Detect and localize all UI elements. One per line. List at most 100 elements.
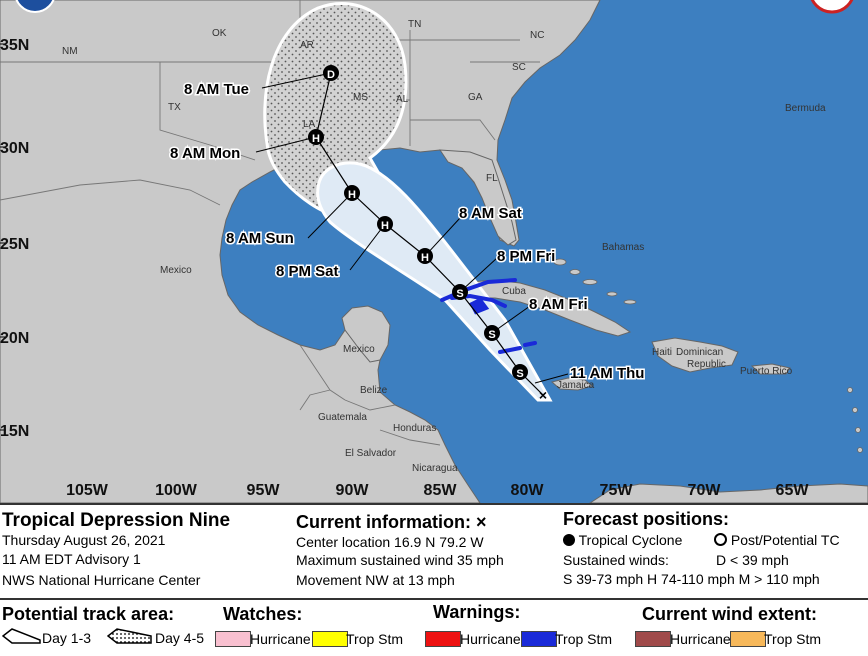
forecast-symbol: D <box>327 69 335 81</box>
legend-post-potential: Post/Potential TC <box>714 532 840 548</box>
forecast-point-8am-fri: S 8 AM Fri <box>484 295 589 341</box>
day-1-3-label: Day 1-3 <box>42 630 92 646</box>
place-label: Bermuda <box>785 103 826 114</box>
forecast-symbol: H <box>381 220 389 232</box>
place-label: Puerto Rico <box>740 366 793 377</box>
current-info-heading: Current information: × <box>296 512 487 532</box>
forecast-label: 11 AM Thu <box>570 365 644 382</box>
place-label: Jamaica <box>557 380 595 391</box>
warn-tropstm-swatch <box>521 631 557 647</box>
day-4-5-cone-icon <box>107 628 152 644</box>
lat-label: 15N <box>0 423 29 440</box>
state-label: FL <box>486 173 498 184</box>
forecast-point-8am-sat: H 8 AM Sat <box>417 204 523 264</box>
latitude-labels: 35N 30N 25N 20N 15N <box>0 37 29 440</box>
state-label: AL <box>396 94 409 105</box>
watch-hurricane-label: Hurricane <box>250 631 311 647</box>
north-america-land <box>0 0 601 503</box>
forecast-point-11am-thu: S 11 AM Thu <box>512 364 646 384</box>
state-label: TN <box>408 19 421 30</box>
lon-label: 65W <box>776 482 810 499</box>
state-label: GA <box>468 92 483 103</box>
lon-label: 80W <box>511 482 545 499</box>
lon-label: 95W <box>247 482 281 499</box>
grid-ticks <box>0 43 6 431</box>
map-labels: OK AR TN NC SC GA AL MS LA TX FL NM Mexi… <box>62 19 826 474</box>
yucatan-peninsula <box>341 305 391 363</box>
warnings-heading: Warnings: <box>433 602 521 622</box>
track-area-heading: Potential track area: <box>2 604 175 624</box>
forecast-symbol: S <box>488 329 495 341</box>
forecast-point-8am-sun: H 8 AM Sun <box>225 185 360 249</box>
forecast-point-8am-mon: H 8 AM Mon <box>169 129 324 164</box>
wind-extent-heading: Current wind extent: <box>642 604 818 624</box>
lon-label: 105W <box>66 482 109 499</box>
issuing-center: NWS National Hurricane Center <box>2 572 201 588</box>
warn-hurricane-swatch <box>425 631 461 647</box>
wind-hurricane-label: Hurricane <box>670 631 731 647</box>
warn-tropstm-label: Trop Stm <box>555 631 613 647</box>
watch-tropstm-label: Trop Stm <box>346 631 404 647</box>
place-label: Bahamas <box>602 242 644 253</box>
wind-ranges: S 39-73 mph H 74-110 mph M > 110 mph <box>563 571 820 587</box>
hispaniola <box>651 337 739 373</box>
forecast-symbol: S <box>516 368 523 380</box>
forecast-point-8pm-fri: S 8 PM Fri <box>452 247 557 300</box>
storm-title: Tropical Depression Nine <box>2 510 231 531</box>
forecast-label: 8 PM Sat <box>276 263 339 280</box>
state-label: LA <box>303 119 316 130</box>
forecast-symbol: H <box>348 189 356 201</box>
lat-label: 20N <box>0 330 29 347</box>
lon-label: 90W <box>336 482 370 499</box>
place-label: Honduras <box>393 423 436 434</box>
day-1-3-cone-icon <box>2 628 41 644</box>
forecast-label: 8 AM Sat <box>459 205 522 222</box>
wind-hurricane-swatch <box>635 631 671 647</box>
filled-circle-icon <box>563 534 575 546</box>
state-label: AR <box>300 40 314 51</box>
state-label: NC <box>530 30 544 41</box>
state-label: MS <box>353 92 368 103</box>
jamaica <box>550 377 594 391</box>
state-label: TX <box>168 102 181 113</box>
forecast-label: 8 AM Tue <box>184 81 249 98</box>
lat-label: 25N <box>0 236 29 253</box>
info-panel: Tropical Depression Nine Thursday August… <box>0 503 868 656</box>
cone-day-4-5 <box>263 2 408 217</box>
forecast-symbol: S <box>456 288 463 300</box>
forecast-label: 8 AM Fri <box>529 296 588 313</box>
advisory-number: 11 AM EDT Advisory 1 <box>2 551 141 567</box>
open-circle-icon <box>714 533 727 546</box>
post-potential-label: Post/Potential TC <box>730 532 840 548</box>
place-label: Nicaragua <box>412 463 458 474</box>
place-label: Haiti <box>652 347 672 358</box>
forecast-label: 8 AM Mon <box>170 145 240 162</box>
state-label: OK <box>212 28 227 39</box>
place-label: Dominican <box>676 347 723 358</box>
noaa-logo <box>15 0 55 13</box>
forecast-point-8am-tue: D 8 AM Tue <box>183 65 339 100</box>
place-label: Cuba <box>502 286 526 297</box>
lat-label: 35N <box>0 37 29 54</box>
south-america-land <box>589 483 868 503</box>
place-label: El Salvador <box>345 448 397 459</box>
d-range: D < 39 mph <box>716 552 789 568</box>
florida <box>439 149 517 246</box>
forecast-cone-map: S 11 AM Thu S 8 AM Fri S 8 PM Fri H 8 AM… <box>0 0 868 503</box>
forecast-label: 8 AM Sun <box>226 230 294 247</box>
place-label: Mexico <box>343 344 375 355</box>
place-label: Guatemala <box>318 412 367 423</box>
place-label: Mexico <box>160 265 192 276</box>
puerto-rico <box>750 363 791 375</box>
state-label: SC <box>512 62 526 73</box>
nws-logo <box>810 0 854 14</box>
day-4-5-label: Day 4-5 <box>155 630 205 646</box>
center-location: Center location 16.9 N 79.2 W <box>296 534 484 550</box>
advisory-date: Thursday August 26, 2021 <box>2 532 166 548</box>
warn-hurricane-label: Hurricane <box>460 631 521 647</box>
watches-heading: Watches: <box>223 604 303 624</box>
bahamas-islands <box>553 258 637 305</box>
lat-label: 30N <box>0 140 29 157</box>
forecast-label: 8 PM Fri <box>497 248 555 265</box>
tropical-cyclone-label: Tropical Cyclone <box>578 532 683 548</box>
